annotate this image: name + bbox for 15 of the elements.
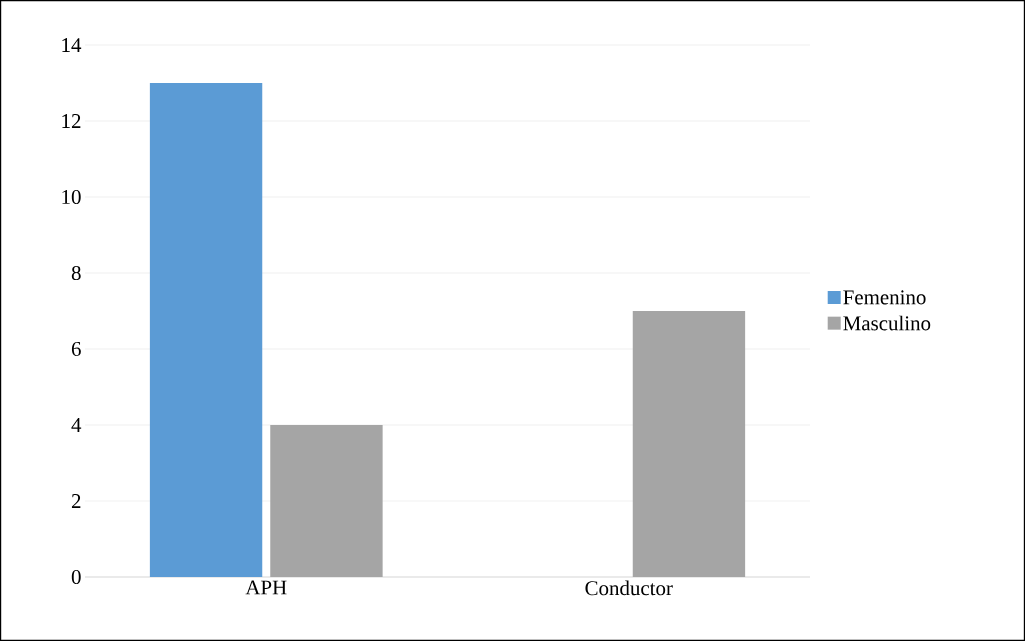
y-tick-label: 6 [71, 341, 81, 357]
x-tick-label: APH [245, 580, 287, 595]
y-tick-label: 8 [71, 265, 81, 281]
bar [149, 82, 263, 577]
bar [270, 425, 383, 577]
y-tick-label: 12 [62, 114, 81, 128]
x-tick-label: Conductor [585, 580, 673, 596]
legend-label: Femenino [843, 290, 926, 305]
y-tick-label: 4 [71, 418, 82, 432]
y-tick-label: 14 [62, 38, 82, 52]
bar [632, 311, 746, 577]
y-tick-label: 2 [71, 494, 81, 508]
y-tick-label: 0 [71, 569, 81, 585]
legend-label: Masculino [843, 315, 931, 331]
y-tick-label: 10 [62, 189, 81, 205]
